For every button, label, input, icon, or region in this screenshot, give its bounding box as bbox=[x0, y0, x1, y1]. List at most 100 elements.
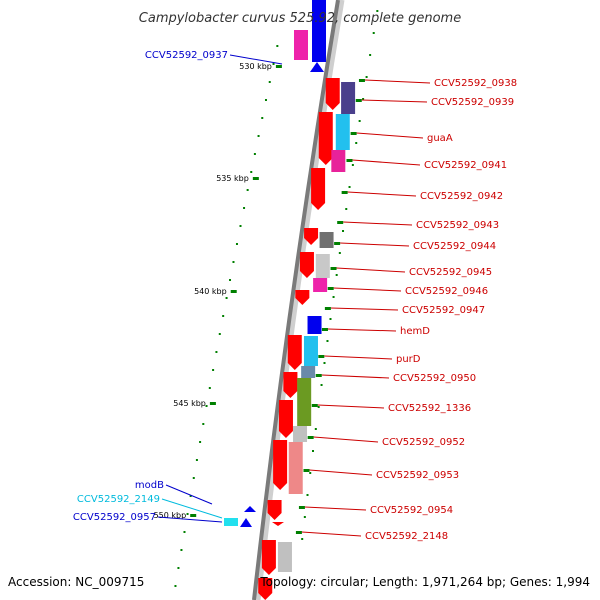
label-leader-line bbox=[229, 54, 283, 65]
gene-feature-block[interactable] bbox=[335, 114, 350, 150]
label-leader-line bbox=[321, 374, 390, 379]
feature-tick bbox=[350, 132, 357, 135]
feature-tick bbox=[321, 328, 328, 331]
feature-tick bbox=[295, 531, 302, 534]
gene-feature-block[interactable] bbox=[303, 336, 318, 366]
reverse-gene-block[interactable] bbox=[294, 30, 308, 60]
gene-label-CCV52592_0941[interactable]: CCV52592_0941 bbox=[424, 160, 507, 171]
kbp-tick-label: 530 kbp bbox=[239, 62, 272, 71]
gene-label-CCV52592_0946[interactable]: CCV52592_0946 bbox=[405, 286, 488, 297]
gene-feature-block[interactable] bbox=[313, 278, 328, 292]
gene-feature-block[interactable] bbox=[277, 542, 292, 572]
gene-label-CCV52592_0939[interactable]: CCV52592_0939 bbox=[431, 97, 514, 108]
feature-tick bbox=[318, 355, 325, 358]
gene-feature-block[interactable] bbox=[288, 442, 303, 494]
gc-dot bbox=[257, 135, 260, 137]
gene-label-CCV52592_2149[interactable]: CCV52592_2149 bbox=[77, 494, 160, 505]
kbp-tick-label: 535 kbp bbox=[216, 174, 249, 183]
gc-dot bbox=[268, 81, 271, 83]
gene-label-guaA[interactable]: guaA bbox=[427, 133, 453, 144]
forward-gene-arrow[interactable] bbox=[299, 252, 314, 278]
feature-tick bbox=[330, 267, 337, 270]
feature-tick bbox=[346, 159, 353, 162]
reverse-gene-arrow[interactable] bbox=[244, 506, 256, 512]
gene-label-CCV52592_0957[interactable]: CCV52592_0957 bbox=[73, 512, 156, 523]
forward-gene-arrow[interactable] bbox=[304, 228, 319, 245]
gene-feature-block[interactable] bbox=[341, 82, 356, 114]
gene-label-CCV52592_0943[interactable]: CCV52592_0943 bbox=[416, 220, 499, 231]
gene-feature-block[interactable] bbox=[331, 150, 346, 172]
kbp-tick-mark bbox=[252, 177, 259, 180]
gene-feature-block[interactable] bbox=[293, 426, 308, 442]
gene-feature-block[interactable] bbox=[307, 316, 322, 334]
kbp-ticks-layer: 530 kbp 535 kbp 540 kbp 545 kbp 550 kbp bbox=[154, 62, 282, 520]
gene-label-hemD[interactable]: hemD bbox=[400, 326, 430, 337]
gene-label-CCV52592_0945[interactable]: CCV52592_0945 bbox=[409, 267, 492, 278]
map-title: Campylobacter curvus 525.92, complete ge… bbox=[139, 11, 461, 26]
gc-dot bbox=[261, 117, 264, 119]
gene-label-CCV52592_0947[interactable]: CCV52592_0947 bbox=[402, 305, 485, 316]
gc-dot bbox=[189, 495, 192, 497]
forward-gene-arrow[interactable] bbox=[295, 290, 310, 305]
feature-tick bbox=[307, 436, 314, 439]
gene-feature-block[interactable] bbox=[315, 254, 330, 278]
label-leader-line bbox=[347, 191, 417, 197]
gc-dot bbox=[192, 477, 195, 479]
gc-dot-inner bbox=[351, 164, 354, 166]
gc-dot-inner bbox=[309, 472, 312, 474]
reverse-gene-arrow[interactable] bbox=[240, 518, 252, 527]
label-leader-line bbox=[330, 307, 399, 311]
gene-label-CCV52592_0954[interactable]: CCV52592_0954 bbox=[370, 505, 453, 516]
gene-feature-block[interactable] bbox=[301, 366, 316, 378]
forward-gene-arrow[interactable] bbox=[267, 500, 282, 520]
forward-gene-arrow[interactable] bbox=[325, 78, 340, 110]
gene-label-CCV52592_0944[interactable]: CCV52592_0944 bbox=[413, 241, 496, 252]
gene-label-CCV52592_0952[interactable]: CCV52592_0952 bbox=[382, 437, 465, 448]
gene-feature-block[interactable] bbox=[297, 378, 312, 426]
kbp-tick-label: 550 kbp bbox=[154, 511, 187, 520]
feature-tick bbox=[355, 99, 362, 102]
gene-label-purD[interactable]: purD bbox=[396, 354, 421, 365]
gene-label-CCV52592_0937[interactable]: CCV52592_0937 bbox=[145, 50, 228, 61]
forward-gene-arrow[interactable] bbox=[318, 112, 333, 165]
genome-backbone bbox=[252, 0, 340, 600]
gc-dot-inner bbox=[326, 340, 329, 342]
forward-gene-arrow[interactable] bbox=[272, 522, 284, 526]
gc-dot bbox=[215, 351, 218, 353]
forward-gene-arrow[interactable] bbox=[287, 335, 302, 370]
gc-dot bbox=[180, 549, 183, 551]
reverse-gene-block[interactable] bbox=[312, 0, 326, 62]
gc-dot-inner bbox=[345, 208, 348, 210]
gene-label-CCV52592_1336[interactable]: CCV52592_1336 bbox=[388, 403, 471, 414]
kbp-tick-mark bbox=[230, 290, 237, 293]
gene-label-CCV52592_2148[interactable]: CCV52592_2148 bbox=[365, 531, 448, 542]
label-leader-line bbox=[352, 159, 421, 166]
label-leader-line bbox=[165, 484, 213, 505]
gc-dot bbox=[174, 585, 177, 587]
forward-gene-arrow[interactable] bbox=[261, 540, 276, 575]
gc-dot bbox=[202, 423, 205, 425]
gene-labels-layer[interactable]: CCV52592_0938 CCV52592_0939 guaA CCV52592_0… bbox=[73, 50, 517, 542]
gene-label-CCV52592_0942[interactable]: CCV52592_0942 bbox=[420, 191, 503, 202]
forward-gene-arrow[interactable] bbox=[278, 400, 293, 438]
gc-dot bbox=[253, 153, 256, 155]
label-leader-line bbox=[157, 516, 223, 523]
gc-dot-inner bbox=[314, 428, 317, 430]
label-leader-line bbox=[313, 436, 379, 443]
gc-dot-inner bbox=[320, 384, 323, 386]
label-leader-line bbox=[304, 506, 367, 511]
gene-label-modB[interactable]: modB bbox=[135, 480, 164, 491]
reverse-gene-arrow[interactable] bbox=[310, 62, 324, 72]
forward-gene-arrow[interactable] bbox=[258, 578, 273, 600]
gene-label-CCV52592_0950[interactable]: CCV52592_0950 bbox=[393, 373, 476, 384]
forward-gene-arrow[interactable] bbox=[311, 168, 326, 210]
gene-label-CCV52592_0953[interactable]: CCV52592_0953 bbox=[376, 470, 459, 481]
feature-tick bbox=[315, 374, 322, 377]
gc-dot-inner bbox=[301, 538, 304, 540]
feature-tick bbox=[303, 469, 310, 472]
reverse-gene-block[interactable] bbox=[224, 518, 238, 526]
gene-feature-block[interactable] bbox=[319, 232, 334, 248]
forward-gene-arrow[interactable] bbox=[283, 372, 298, 398]
gene-label-CCV52592_0938[interactable]: CCV52592_0938 bbox=[434, 78, 517, 89]
forward-gene-arrow[interactable] bbox=[273, 440, 288, 490]
